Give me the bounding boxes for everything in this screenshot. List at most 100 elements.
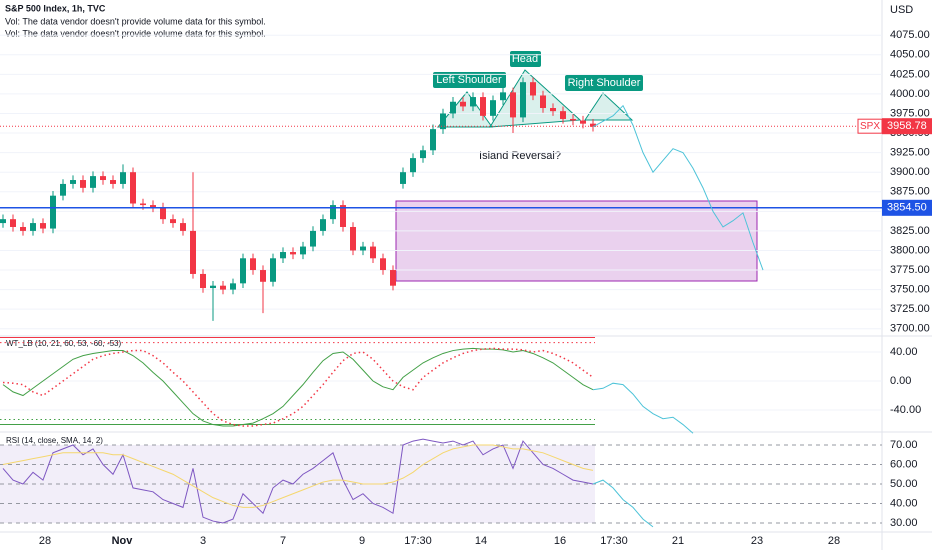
candle-body — [260, 270, 266, 282]
candle-body — [130, 172, 136, 204]
candle-body — [80, 180, 86, 188]
y-tick-label: 4000.00 — [890, 88, 930, 100]
candle-body — [360, 246, 366, 251]
x-tick-label: 17:30 — [600, 535, 628, 547]
candle-body — [280, 252, 286, 259]
candle-body — [460, 101, 466, 107]
candle-body — [580, 120, 586, 124]
candle-body — [200, 273, 206, 289]
candle-body — [100, 176, 106, 181]
x-tick-label: 16 — [554, 535, 566, 547]
candle-body — [150, 205, 156, 208]
series-line — [2, 438, 594, 524]
volume-note: Vol: The data vendor doesn't provide vol… — [5, 16, 266, 26]
x-tick-label: 14 — [475, 535, 487, 547]
level-tag — [882, 199, 932, 216]
y-tick-label: 70.00 — [890, 439, 918, 451]
annotation: Right Shoulder — [568, 77, 641, 89]
candle-body — [160, 207, 166, 220]
candle-body — [570, 118, 576, 121]
candle-body — [220, 285, 226, 290]
candle-body — [20, 226, 26, 231]
x-tick-label: 23 — [751, 535, 763, 547]
annotation: Head — [512, 53, 538, 65]
annotation: Left Shoulder — [436, 74, 502, 86]
last-price-tag — [882, 118, 932, 135]
label-box — [433, 72, 506, 88]
series-line — [592, 479, 654, 528]
symbol-title: S&P 500 Index, 1h, TVC — [5, 3, 106, 13]
y-tick-label: 3900.00 — [890, 166, 930, 178]
x-tick-label: 17:30 — [404, 535, 432, 547]
candle-body — [170, 219, 176, 224]
y-tick-label: 4075.00 — [890, 29, 930, 41]
y-tick-label: 3800.00 — [890, 244, 930, 256]
candle-body — [350, 226, 356, 251]
candle-body — [530, 82, 536, 96]
y-tick-label: 60.00 — [890, 458, 918, 470]
candle-body — [590, 123, 596, 127]
candle-body — [270, 258, 276, 282]
candle-body — [330, 205, 336, 220]
y-tick-label: 40.00 — [890, 346, 918, 358]
annotation: Island Reversal? — [479, 150, 561, 162]
candle-body — [340, 205, 346, 227]
candle-body — [390, 270, 396, 286]
y-tick-label: 4050.00 — [890, 49, 930, 61]
candle-body — [30, 223, 36, 231]
candle-body — [240, 258, 246, 284]
series-line — [592, 382, 694, 434]
level-label: 3854.50 — [887, 202, 927, 214]
x-tick-label: 7 — [280, 535, 286, 547]
y-tick-label: 4025.00 — [890, 68, 930, 80]
y-tick-label: -40.00 — [890, 404, 921, 416]
candle-body — [70, 180, 76, 184]
symbol-tag — [857, 118, 883, 134]
candle-body — [370, 246, 376, 259]
candle-body — [380, 258, 386, 271]
candle-body — [120, 172, 126, 184]
indicator-title: WT_LB (10, 21, 60, 53, -60, -53) — [6, 339, 122, 348]
candle-body — [420, 150, 426, 159]
y-tick-label: 3925.00 — [890, 147, 930, 159]
candle-body — [300, 246, 306, 255]
candle-body — [310, 230, 316, 247]
y-tick-label: 0.00 — [890, 375, 911, 387]
y-tick-label: 3975.00 — [890, 107, 930, 119]
candle-body — [430, 129, 436, 151]
candle-body — [320, 219, 326, 231]
x-tick-label: 21 — [672, 535, 684, 547]
candle-body — [470, 97, 476, 107]
volume-note: Vol: The data vendor doesn't provide vol… — [5, 28, 266, 38]
candle-body — [10, 219, 16, 227]
candle-body — [490, 100, 496, 116]
candle-body — [290, 252, 296, 255]
candle-body — [540, 95, 546, 109]
candle-body — [60, 183, 66, 196]
last-price-label: 3958.78 — [887, 120, 927, 132]
candle-body — [250, 258, 256, 271]
candle-body — [410, 158, 416, 173]
symbol-label: SPX — [860, 121, 880, 132]
candle-body — [210, 285, 216, 289]
target-zone — [395, 200, 758, 282]
x-tick-label: 9 — [359, 535, 365, 547]
series-line — [2, 444, 594, 508]
series-line — [2, 347, 594, 427]
candle-body — [440, 113, 446, 130]
candle-body — [400, 172, 406, 184]
candle-body — [550, 108, 556, 112]
candle-body — [190, 230, 196, 274]
candle-body — [520, 82, 526, 118]
y-tick-label: 50.00 — [890, 478, 918, 490]
x-tick-label: 28 — [828, 535, 840, 547]
x-tick-label: 28 — [39, 535, 51, 547]
candle-body — [500, 92, 506, 101]
y-tick-label: 3825.00 — [890, 225, 930, 237]
y-tick-label: 30.00 — [890, 517, 918, 529]
candle-body — [0, 219, 6, 224]
candle-body — [40, 223, 46, 229]
